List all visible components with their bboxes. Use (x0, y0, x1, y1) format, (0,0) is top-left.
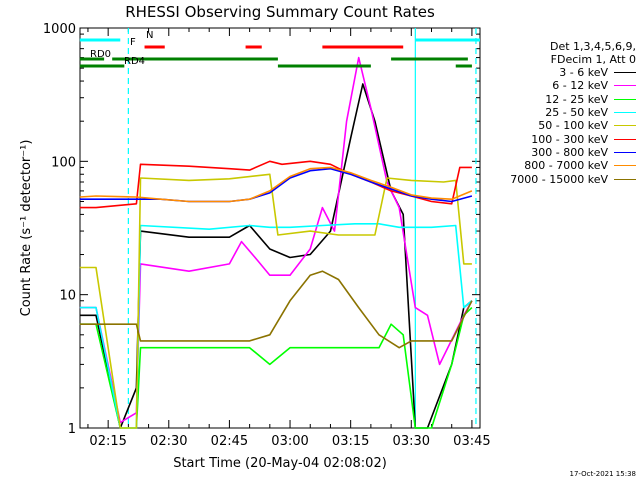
legend-item: 6 - 12 keV (480, 79, 636, 92)
legend-header-line: FDecim 1, Att 0 (550, 53, 636, 66)
legend-swatch (614, 165, 636, 167)
legend-swatch (614, 138, 636, 140)
legend-label: 800 - 7000 keV (524, 159, 608, 173)
x-tick-label: 02:30 (150, 434, 187, 449)
date-stamp: 17-Oct-2021 15:38 (569, 470, 636, 478)
legend-swatch (614, 98, 636, 100)
legend-label: 3 - 6 keV (559, 66, 608, 80)
legend-label: 25 - 50 keV (545, 106, 608, 120)
y-tick-label: 10 (59, 289, 76, 304)
legend: Det 1,3,4,5,6,9, FDecim 1, Att 0 3 - 6 k… (480, 40, 636, 186)
x-axis-label: Start Time (20-May-04 02:08:02) (173, 456, 387, 471)
observing-flags: NF RD0 RD4 (79, 30, 480, 68)
y-tick-label: 100 (51, 155, 76, 170)
x-tick-label: 03:15 (332, 434, 369, 449)
legend-item: 50 - 100 keV (480, 119, 636, 132)
y-axis-label: Count Rate (s⁻¹ detector⁻¹) (19, 140, 34, 317)
legend-label: 6 - 12 keV (552, 79, 608, 93)
flag-label: N (146, 30, 153, 41)
legend-swatch (614, 151, 636, 153)
y-tick-label: 1 (68, 422, 76, 437)
legend-label: 7000 - 15000 keV (510, 172, 608, 186)
legend-item: 7000 - 15000 keV (480, 172, 636, 186)
flag-label: RD0 (90, 49, 111, 60)
legend-swatch (614, 125, 636, 127)
legend-item: 3 - 6 keV (480, 66, 636, 79)
x-tick-label: 02:15 (89, 434, 126, 449)
legend-header-line: Det 1,3,4,5,6,9, (549, 40, 636, 53)
series-line (79, 173, 472, 429)
legend-item: 25 - 50 keV (480, 106, 636, 119)
axes-ticks: 1 10 100 1000 02:15 02:30 02:45 03:00 03:15 03:30… (43, 22, 491, 449)
series-lines (79, 56, 473, 429)
flag-label: RD4 (124, 56, 145, 67)
legend-swatch (614, 85, 636, 87)
y-tick-label: 1000 (43, 22, 76, 37)
chart-title: RHESSI Observing Summary Count Rates (125, 3, 435, 21)
legend-label: 12 - 25 keV (545, 92, 608, 106)
series-line (79, 160, 472, 209)
legend-item: 12 - 25 keV (480, 93, 636, 106)
legend-label: 50 - 100 keV (538, 119, 608, 133)
legend-label: 300 - 800 keV (531, 145, 608, 159)
series-line (79, 166, 473, 203)
legend-item: 100 - 300 keV (480, 132, 636, 146)
x-tick-label: 03:00 (271, 434, 308, 449)
x-tick-label: 02:45 (211, 434, 248, 449)
plot-frame (79, 27, 481, 429)
x-tick-label: 03:30 (393, 434, 430, 449)
flag-label: F (130, 37, 136, 48)
legend-item: 800 - 7000 keV (480, 159, 636, 172)
legend-swatch (614, 178, 636, 180)
x-tick-label: 03:45 (453, 434, 490, 449)
legend-item: 300 - 800 keV (480, 146, 636, 159)
series-line (79, 270, 473, 349)
legend-label: 100 - 300 keV (531, 132, 608, 146)
legend-swatch (614, 112, 636, 114)
legend-swatch (614, 72, 636, 74)
